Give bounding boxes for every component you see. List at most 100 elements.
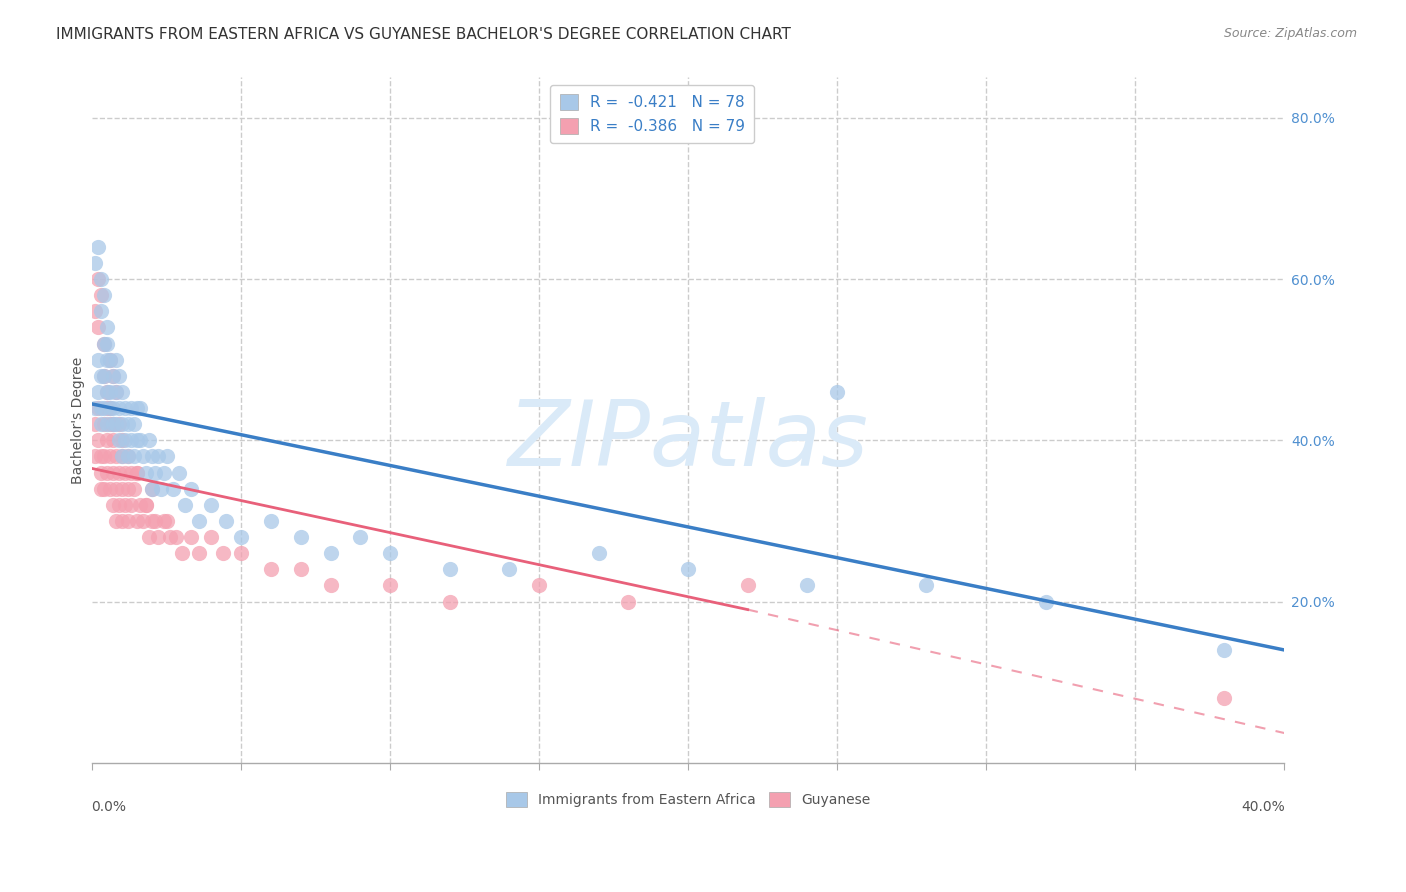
Point [170, 546, 193, 560]
Point [676, 562, 699, 576]
Point [87, 320, 110, 334]
Point [96, 466, 118, 480]
Point [128, 401, 150, 415]
Point [93, 368, 115, 383]
Text: IMMIGRANTS FROM EASTERN AFRICA VS GUYANESE BACHELOR'S DEGREE CORRELATION CHART: IMMIGRANTS FROM EASTERN AFRICA VS GUYANE… [56, 27, 792, 42]
Point [141, 482, 163, 496]
Point [84, 401, 107, 415]
Point [141, 450, 163, 464]
Point [111, 482, 134, 496]
Point [120, 498, 142, 512]
Point [212, 546, 235, 560]
Point [87, 352, 110, 367]
Point [796, 578, 818, 592]
Point [84, 417, 107, 431]
Point [128, 498, 150, 512]
Point [105, 450, 128, 464]
Point [93, 368, 115, 383]
Point [87, 401, 110, 415]
Point [98, 450, 121, 464]
Point [146, 530, 169, 544]
Point [141, 514, 163, 528]
Point [132, 514, 155, 528]
Point [111, 450, 134, 464]
Point [84, 450, 107, 464]
Point [101, 368, 124, 383]
Point [141, 482, 163, 496]
Point [101, 434, 124, 448]
Point [117, 514, 139, 528]
Point [122, 482, 145, 496]
Point [215, 514, 238, 528]
Text: 0.0%: 0.0% [91, 800, 127, 814]
Point [84, 304, 107, 318]
Point [96, 434, 118, 448]
Point [87, 384, 110, 399]
Point [98, 401, 121, 415]
Point [439, 562, 461, 576]
Point [101, 417, 124, 431]
Point [617, 594, 640, 608]
Point [96, 320, 118, 334]
Point [98, 352, 121, 367]
Point [90, 272, 112, 286]
Point [117, 450, 139, 464]
Point [114, 498, 136, 512]
Point [125, 434, 148, 448]
Point [96, 401, 118, 415]
Point [179, 482, 201, 496]
Point [120, 434, 142, 448]
Point [200, 498, 222, 512]
Text: ZIPatlas: ZIPatlas [508, 397, 869, 484]
Point [93, 336, 115, 351]
Point [378, 546, 401, 560]
Point [135, 498, 157, 512]
Point [290, 562, 312, 576]
Point [98, 384, 121, 399]
Point [101, 498, 124, 512]
Point [152, 466, 174, 480]
Point [84, 256, 107, 270]
Point [825, 384, 848, 399]
Point [231, 530, 253, 544]
Point [93, 288, 115, 302]
Point [105, 384, 128, 399]
Point [98, 352, 121, 367]
Y-axis label: Bachelor's Degree: Bachelor's Degree [72, 357, 86, 483]
Point [122, 417, 145, 431]
Point [138, 434, 160, 448]
Point [111, 384, 134, 399]
Point [349, 530, 371, 544]
Point [114, 401, 136, 415]
Point [120, 401, 142, 415]
Point [1213, 643, 1236, 657]
Point [149, 482, 172, 496]
Point [101, 417, 124, 431]
Point [143, 514, 166, 528]
Point [290, 530, 312, 544]
Point [162, 482, 184, 496]
Point [915, 578, 938, 592]
Point [90, 304, 112, 318]
Point [105, 384, 128, 399]
Point [101, 368, 124, 383]
Point [114, 466, 136, 480]
Point [135, 498, 157, 512]
Point [111, 514, 134, 528]
Point [96, 384, 118, 399]
Point [111, 417, 134, 431]
Point [90, 417, 112, 431]
Point [167, 466, 190, 480]
Point [159, 530, 181, 544]
Point [135, 466, 157, 480]
Point [93, 401, 115, 415]
Point [132, 450, 155, 464]
Point [188, 546, 211, 560]
Point [90, 368, 112, 383]
Point [231, 546, 253, 560]
Point [146, 450, 169, 464]
Point [90, 450, 112, 464]
Point [96, 336, 118, 351]
Point [200, 530, 222, 544]
Point [90, 401, 112, 415]
